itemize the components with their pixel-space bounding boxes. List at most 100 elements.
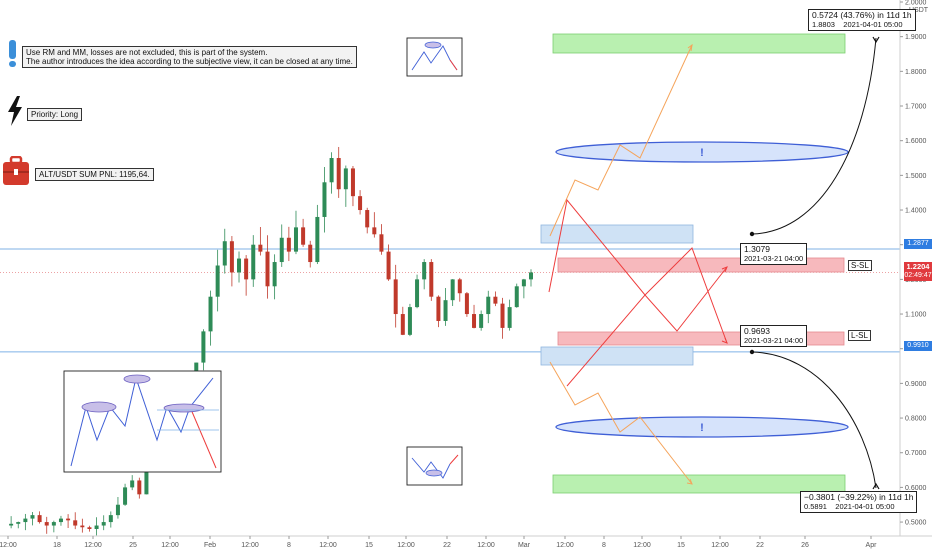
x-tick-label: Feb	[204, 542, 216, 549]
candle-body	[329, 158, 334, 183]
x-tick-label: 8	[287, 542, 291, 549]
x-tick-label: 8	[602, 542, 606, 549]
candle-body	[244, 258, 249, 280]
y-tick-label: 1.1000	[905, 312, 927, 319]
time-axis: 12:00 18 12:00 25 12:00 Feb 12:00 8 12:00 15 12:00…	[0, 535, 932, 549]
disclaimer-note: Use RM and MM, losses are not excluded, …	[22, 46, 357, 68]
x-tick-label: Apr	[866, 542, 878, 549]
upside-curve-arrowhead	[872, 36, 880, 44]
y-tick-label: 0.8000	[905, 416, 927, 423]
candle-body	[500, 303, 505, 328]
candle-body	[94, 525, 99, 529]
candle-body	[415, 279, 420, 308]
y-tick-label: 0.7000	[905, 450, 927, 457]
pattern-large-break	[189, 406, 217, 469]
pattern-thumb-top-break	[449, 59, 458, 71]
candle-body	[479, 314, 484, 328]
candle-body	[80, 525, 85, 528]
pnl-note: ALT/USDT SUM PNL: 1195,64.	[35, 168, 154, 181]
candle-body	[379, 234, 384, 252]
candle-body	[137, 480, 142, 495]
candle-body	[222, 241, 227, 266]
y-tick-label: 0.9000	[905, 381, 927, 388]
y-tick-label: 1.7000	[905, 104, 927, 111]
candle-body	[372, 227, 377, 235]
downside-curve-start	[749, 349, 755, 355]
candle-body	[258, 244, 263, 252]
candle-body	[343, 168, 348, 190]
y-tick-label: 1.5000	[905, 173, 927, 180]
candle-body	[457, 279, 462, 294]
pattern-large-ellipse-head	[123, 374, 151, 384]
upside-projection	[549, 44, 693, 237]
candle-body	[464, 293, 469, 315]
long-entry-time: 2021-03-21 04:00	[744, 336, 804, 345]
pattern-thumb-bottom-break	[449, 454, 459, 465]
downside-target-value: −0.3801 (−39.22%) in 11d 1h	[804, 492, 914, 502]
short-entry-box: 1.3079 2021-03-21 04:00	[740, 243, 808, 265]
pattern-large-ellipse-left	[81, 401, 117, 413]
candle-body	[58, 518, 63, 523]
short-stop-tag: S-SL	[848, 260, 872, 271]
x-tick-label: 12:00	[0, 542, 17, 549]
candle-body	[44, 522, 49, 526]
pattern-large-ellipse-right	[163, 403, 205, 413]
pattern-thumb-top	[406, 37, 463, 77]
candle-body	[66, 518, 71, 521]
x-tick-label: 12:00	[556, 542, 574, 549]
candle-body	[279, 237, 284, 263]
upside-curve	[751, 37, 877, 235]
disclaimer-line-1: Use RM and MM, losses are not excluded, …	[26, 48, 268, 57]
candle-body	[9, 523, 14, 526]
pattern-thumb-top-ellipse	[424, 41, 442, 49]
lightning-icon	[8, 96, 22, 126]
candle-body	[293, 227, 298, 252]
downside-curve-arrowhead	[872, 482, 880, 490]
candle-body	[37, 515, 42, 523]
long-stop-tag: L-SL	[848, 330, 871, 341]
upper-level-label: 1.2877	[904, 239, 932, 249]
upside-target-zone	[552, 33, 846, 54]
candle-body	[308, 244, 313, 263]
briefcase-icon	[3, 156, 29, 185]
y-tick-label: 2.0000	[905, 0, 927, 7]
upside-target-time: 2021-04-01 05:00	[843, 20, 903, 29]
candle-body	[30, 515, 35, 519]
current-price-value: 1.2204	[906, 262, 930, 271]
upside-target-value: 0.5724 (43.76%) in 11d 1h	[812, 10, 912, 20]
candle-body	[229, 241, 234, 273]
upside-target-price: 1.8803	[812, 20, 835, 29]
long-entry-zone	[540, 346, 694, 366]
candle-body	[108, 515, 113, 523]
downside-target-time: 2021-04-01 05:00	[835, 502, 895, 511]
candle-body	[336, 158, 341, 190]
candle-body	[201, 331, 206, 363]
candle-body	[429, 262, 434, 297]
lower-level-label: 0.9910	[904, 341, 932, 351]
candle-body	[400, 314, 405, 335]
current-price-label: 1.2204 02:49:47	[904, 262, 932, 281]
upside-curve-start	[749, 231, 755, 237]
x-tick-label: 25	[129, 542, 137, 549]
candle-body	[237, 258, 242, 273]
x-tick-label: 15	[677, 542, 685, 549]
candlestick-series	[9, 146, 533, 536]
short-entry-price: 1.3079	[744, 244, 770, 254]
candle-body	[472, 314, 477, 328]
candle-body	[365, 210, 370, 228]
candle-body	[23, 518, 28, 523]
x-tick-label: 22	[443, 542, 451, 549]
candle-body	[208, 296, 213, 332]
upper-level-value: 1.2877	[907, 240, 929, 247]
upside-target-box: 0.5724 (43.76%) in 11d 1h 1.8803 2021-04…	[808, 9, 916, 31]
candle-body	[73, 520, 78, 526]
candle-body	[301, 227, 306, 245]
pattern-thumb-bottom-line	[411, 457, 451, 479]
x-tick-label: 12:00	[161, 542, 179, 549]
x-tick-label: 12:00	[633, 542, 651, 549]
lower-level-value: 0.9910	[907, 342, 929, 349]
x-tick-label: 12:00	[319, 542, 337, 549]
candle-body	[115, 504, 120, 516]
downside-projection	[549, 361, 693, 485]
